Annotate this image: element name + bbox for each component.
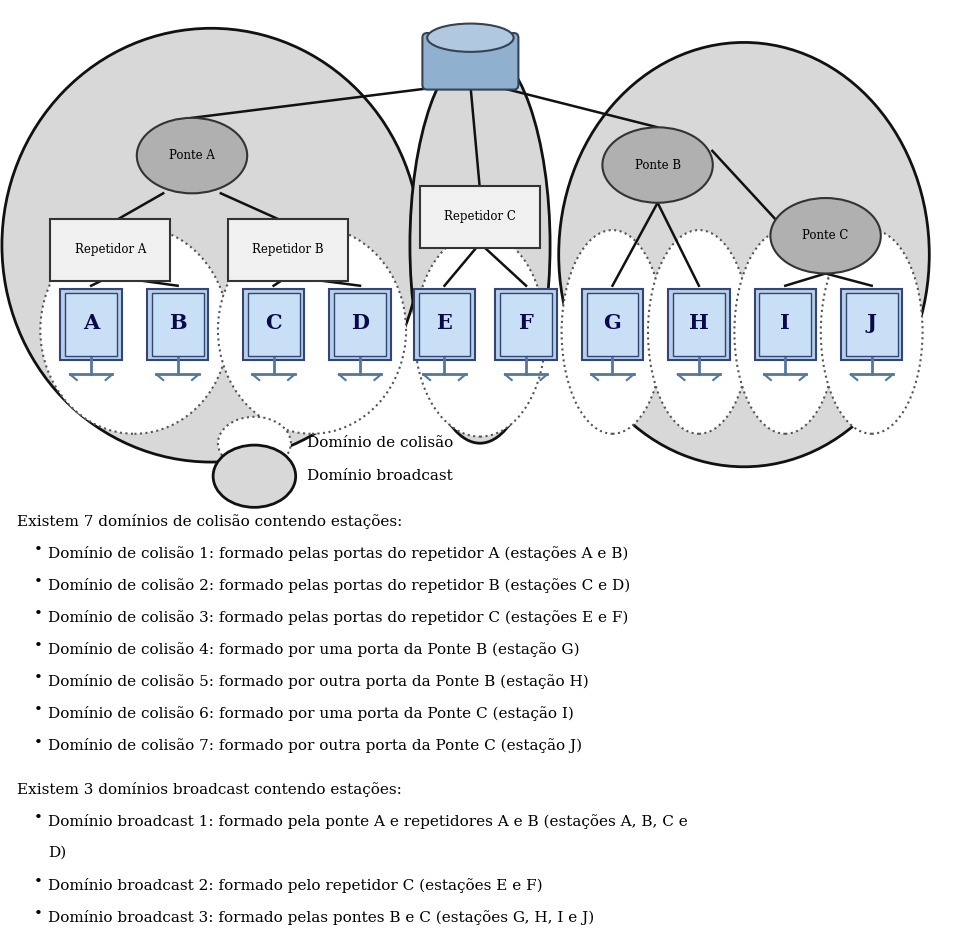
FancyBboxPatch shape: [755, 289, 816, 360]
Text: Domínio de colisão 1: formado pelas portas do repetidor A (estações A e B): Domínio de colisão 1: formado pelas port…: [48, 546, 629, 561]
Text: Ponte B: Ponte B: [635, 158, 681, 172]
FancyBboxPatch shape: [500, 293, 552, 356]
Text: •: •: [34, 703, 42, 718]
FancyBboxPatch shape: [60, 289, 122, 360]
FancyBboxPatch shape: [152, 293, 204, 356]
Text: C: C: [265, 313, 282, 334]
FancyBboxPatch shape: [582, 289, 643, 360]
FancyBboxPatch shape: [243, 289, 304, 360]
Text: •: •: [34, 875, 42, 889]
Text: •: •: [34, 811, 42, 825]
Text: •: •: [34, 543, 42, 557]
Text: •: •: [34, 736, 42, 750]
Ellipse shape: [218, 226, 406, 434]
Ellipse shape: [821, 230, 923, 434]
Ellipse shape: [559, 42, 929, 467]
Text: •: •: [34, 607, 42, 621]
Text: Domínio de colisão: Domínio de colisão: [307, 437, 453, 450]
Text: Domínio de colisão 4: formado por uma porta da Ponte B (estação G): Domínio de colisão 4: formado por uma po…: [48, 642, 580, 657]
Text: J: J: [867, 313, 876, 334]
FancyBboxPatch shape: [668, 289, 730, 360]
Text: Ponte C: Ponte C: [803, 229, 849, 242]
Text: Domínio broadcast 2: formado pelo repetidor C (estações E e F): Domínio broadcast 2: formado pelo repeti…: [48, 878, 542, 893]
Ellipse shape: [415, 233, 545, 437]
FancyBboxPatch shape: [495, 289, 557, 360]
Text: Repetidor B: Repetidor B: [252, 243, 324, 256]
Ellipse shape: [40, 226, 228, 434]
FancyBboxPatch shape: [147, 289, 208, 360]
Ellipse shape: [2, 28, 420, 462]
FancyBboxPatch shape: [420, 187, 540, 247]
Text: Domínio de colisão 5: formado por outra porta da Ponte B (estação H): Domínio de colisão 5: formado por outra …: [48, 674, 588, 689]
Text: Domínio broadcast: Domínio broadcast: [307, 470, 453, 483]
Ellipse shape: [218, 417, 291, 470]
Text: Domínio de colisão 2: formado pelas portas do repetidor B (estações C e D): Domínio de colisão 2: formado pelas port…: [48, 578, 631, 593]
Text: A: A: [84, 313, 99, 334]
Ellipse shape: [213, 445, 296, 507]
Text: Ponte A: Ponte A: [169, 149, 215, 162]
Text: Domínio de colisão 6: formado por uma porta da Ponte C (estação I): Domínio de colisão 6: formado por uma po…: [48, 706, 574, 721]
FancyBboxPatch shape: [334, 293, 386, 356]
Text: Domínio de colisão 3: formado pelas portas do repetidor C (estações E e F): Domínio de colisão 3: formado pelas port…: [48, 610, 629, 625]
FancyBboxPatch shape: [587, 293, 638, 356]
Text: D): D): [48, 846, 66, 860]
Text: •: •: [34, 639, 42, 653]
Text: Repetidor C: Repetidor C: [444, 210, 516, 223]
Ellipse shape: [562, 230, 663, 434]
Text: Repetidor A: Repetidor A: [75, 243, 146, 256]
Ellipse shape: [410, 47, 550, 443]
FancyBboxPatch shape: [329, 289, 391, 360]
Text: Existem 3 domínios broadcast contendo estações:: Existem 3 domínios broadcast contendo es…: [17, 782, 402, 797]
Text: •: •: [34, 671, 42, 686]
Text: H: H: [689, 313, 708, 334]
FancyBboxPatch shape: [422, 33, 518, 90]
FancyBboxPatch shape: [846, 293, 898, 356]
Ellipse shape: [137, 118, 248, 193]
FancyBboxPatch shape: [51, 219, 170, 281]
Text: •: •: [34, 575, 42, 589]
FancyBboxPatch shape: [228, 219, 348, 281]
FancyBboxPatch shape: [673, 293, 725, 356]
Ellipse shape: [603, 127, 712, 203]
Ellipse shape: [648, 230, 750, 434]
Text: Existem 7 domínios de colisão contendo estações:: Existem 7 domínios de colisão contendo e…: [17, 514, 402, 529]
Ellipse shape: [770, 198, 881, 273]
FancyBboxPatch shape: [414, 289, 475, 360]
Text: Domínio broadcast 1: formado pela ponte A e repetidores A e B (estações A, B, C : Domínio broadcast 1: formado pela ponte …: [48, 814, 687, 829]
Text: B: B: [169, 313, 186, 334]
FancyBboxPatch shape: [248, 293, 300, 356]
Text: D: D: [351, 313, 369, 334]
Ellipse shape: [427, 24, 514, 52]
FancyBboxPatch shape: [841, 289, 902, 360]
FancyBboxPatch shape: [419, 293, 470, 356]
Text: I: I: [780, 313, 790, 334]
Text: F: F: [518, 313, 534, 334]
Text: Domínio de colisão 7: formado por outra porta da Ponte C (estação J): Domínio de colisão 7: formado por outra …: [48, 738, 582, 753]
Ellipse shape: [734, 230, 836, 434]
FancyBboxPatch shape: [65, 293, 117, 356]
Text: E: E: [437, 313, 452, 334]
Text: G: G: [604, 313, 621, 334]
FancyBboxPatch shape: [759, 293, 811, 356]
Text: •: •: [34, 907, 42, 921]
Text: Domínio broadcast 3: formado pelas pontes B e C (estações G, H, I e J): Domínio broadcast 3: formado pelas ponte…: [48, 910, 594, 925]
